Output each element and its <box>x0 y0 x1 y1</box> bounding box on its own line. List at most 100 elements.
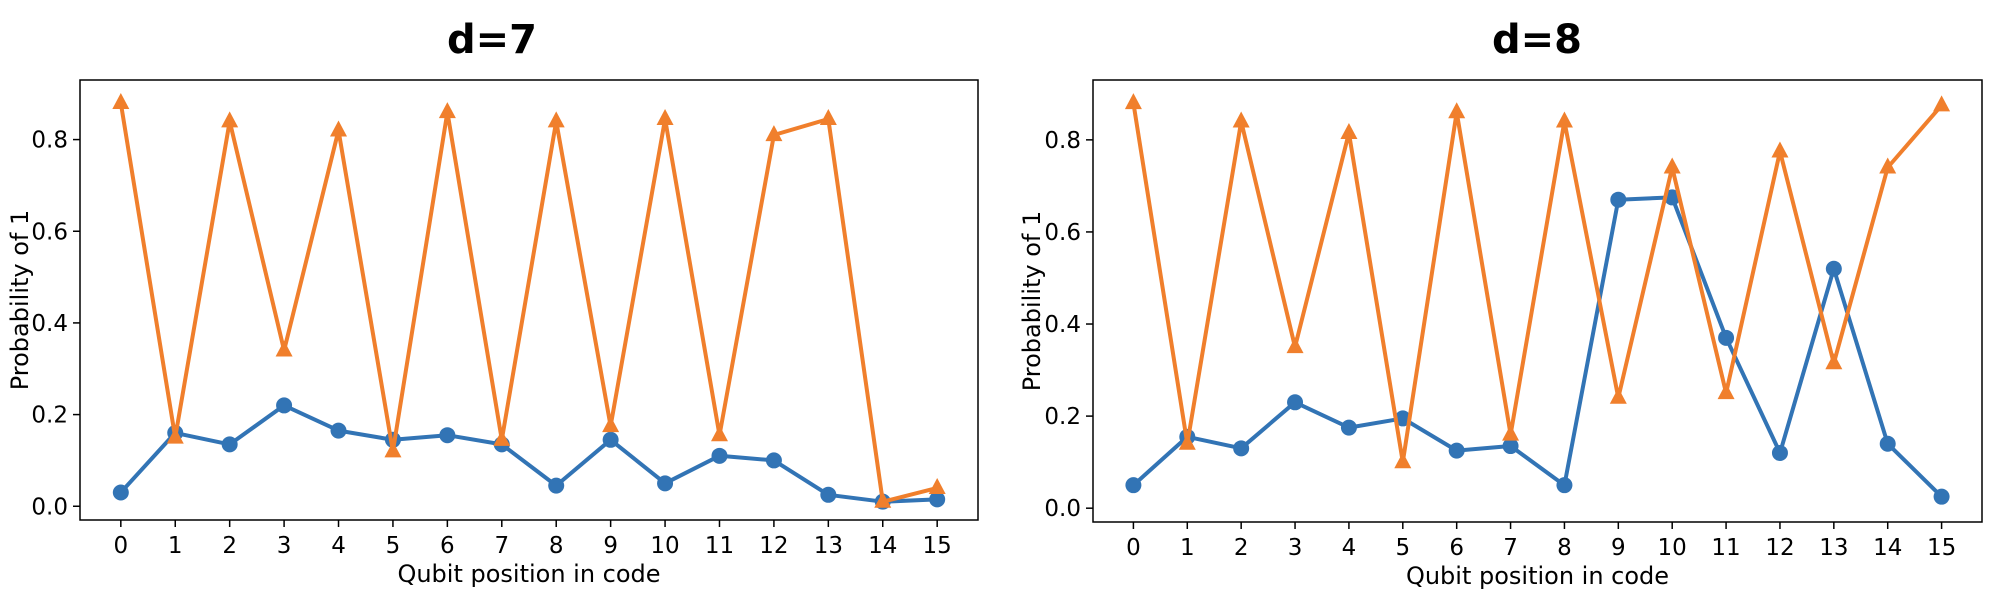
x-tick-label: 14 <box>868 533 897 559</box>
series-line <box>1131 101 1944 465</box>
series-line <box>118 403 940 504</box>
y-tick-label: 0.6 <box>1044 220 1081 246</box>
x-tick-label: 7 <box>494 533 509 559</box>
plot-frame <box>79 79 979 521</box>
data-point <box>765 452 782 469</box>
x-tick-label: 15 <box>923 533 952 559</box>
x-tick-label: 13 <box>1819 535 1848 561</box>
data-point <box>330 422 347 439</box>
plot-frame <box>1092 79 1983 523</box>
data-point <box>1178 433 1196 450</box>
data-point <box>1879 435 1896 452</box>
x-tick-label: 4 <box>1342 535 1357 561</box>
x-tick-label: 12 <box>759 533 788 559</box>
data-point <box>711 447 728 464</box>
x-tick-label: 5 <box>1395 535 1410 561</box>
data-point <box>1664 189 1681 206</box>
series-1 <box>112 92 946 508</box>
data-point <box>1124 93 1142 110</box>
series-1 <box>1124 93 1951 469</box>
data-point <box>874 491 892 508</box>
data-point <box>330 120 348 137</box>
data-point <box>1448 102 1466 119</box>
y-axis-label: Probability of 1 <box>6 210 34 391</box>
data-point <box>493 429 511 446</box>
data-point <box>1555 111 1573 128</box>
data-point <box>1394 452 1412 469</box>
data-point <box>1879 157 1897 174</box>
x-tick-label: 6 <box>440 533 455 559</box>
data-point <box>439 427 456 444</box>
x-tick-label: 3 <box>1288 535 1303 561</box>
x-tick-label: 7 <box>1503 535 1518 561</box>
x-axis-label: Qubit position in code <box>1406 562 1669 590</box>
data-point <box>166 427 184 444</box>
data-point <box>276 397 293 414</box>
data-point <box>1125 477 1142 494</box>
data-point <box>657 475 674 492</box>
x-tick-label: 4 <box>331 533 346 559</box>
data-point <box>820 486 837 503</box>
data-point <box>1933 95 1951 112</box>
y-tick-label: 0.6 <box>31 219 68 245</box>
y-tick-label: 0.8 <box>1044 128 1081 154</box>
x-tick-label: 15 <box>1927 535 1956 561</box>
data-point <box>1394 410 1411 427</box>
y-tick-label: 0.4 <box>31 311 68 337</box>
x-tick-label: 12 <box>1765 535 1794 561</box>
data-point <box>602 416 620 433</box>
series-0 <box>1125 189 1950 505</box>
x-tick-label: 14 <box>1873 535 1902 561</box>
data-point <box>1448 442 1465 459</box>
y-tick-label: 0.2 <box>1044 404 1081 430</box>
data-point <box>1825 260 1842 277</box>
chart-title: d=8 <box>1492 17 1582 63</box>
data-point <box>1609 387 1627 404</box>
data-point <box>1610 191 1627 208</box>
y-axis-label: Probability of 1 <box>1018 211 1046 392</box>
data-point <box>1718 329 1735 346</box>
data-point <box>112 92 130 109</box>
chart-panel-1: d=80 1 2 3 4 5 6 7 8 9 10 11 12 13 14 150.00.20.40.60.8… <box>1018 17 1983 590</box>
data-point <box>1717 383 1735 400</box>
data-point <box>928 477 946 494</box>
y-tick-label: 0.2 <box>31 403 68 429</box>
y-tick-label: 0.0 <box>1044 496 1081 522</box>
data-point <box>112 484 129 501</box>
data-point <box>1287 394 1304 411</box>
x-tick-label: 11 <box>1711 535 1740 561</box>
data-point <box>221 436 238 453</box>
data-point <box>1663 157 1681 174</box>
data-point <box>438 102 456 119</box>
data-point <box>1286 337 1304 354</box>
data-point <box>221 111 239 128</box>
chart-title: d=7 <box>447 17 537 63</box>
data-point <box>548 477 565 494</box>
x-tick-label: 8 <box>1557 535 1572 561</box>
x-tick-label: 6 <box>1449 535 1464 561</box>
series-0 <box>112 397 946 510</box>
chart-panel-0: d=70 1 2 3 4 5 6 7 8 9 10 11 12 13 14 150.00.20.40.60.8… <box>6 17 979 588</box>
x-tick-label: 9 <box>1611 535 1626 561</box>
data-point <box>1340 419 1357 436</box>
x-tick-label: 1 <box>168 533 183 559</box>
data-point <box>1502 424 1520 441</box>
data-point <box>275 340 293 357</box>
data-point <box>1340 123 1358 140</box>
data-point <box>547 111 565 128</box>
data-point <box>765 125 783 142</box>
x-tick-label: 3 <box>277 533 292 559</box>
x-tick-label: 13 <box>814 533 843 559</box>
data-point <box>1502 438 1519 455</box>
x-tick-label: 10 <box>650 533 679 559</box>
data-point <box>384 441 402 458</box>
data-point <box>656 109 674 126</box>
x-tick-label: 11 <box>705 533 734 559</box>
data-point <box>929 491 946 508</box>
x-tick-label: 0 <box>1126 535 1141 561</box>
series-line <box>118 100 940 504</box>
x-tick-label: 5 <box>386 533 401 559</box>
y-tick-label: 0.0 <box>31 494 68 520</box>
